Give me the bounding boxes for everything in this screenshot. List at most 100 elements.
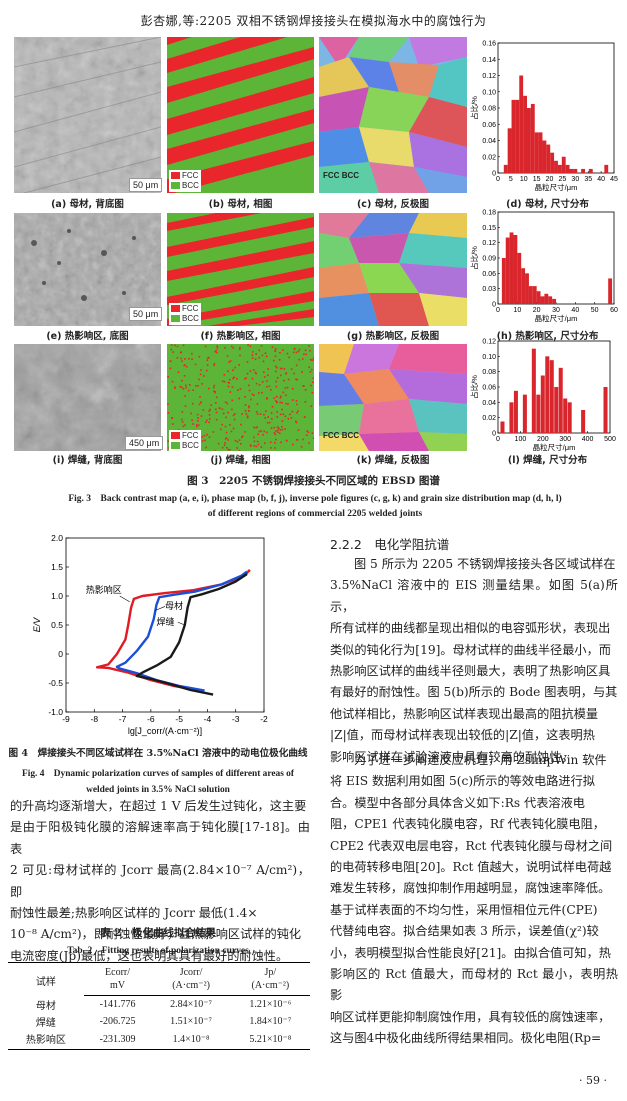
ipf-legend: FCC BCC bbox=[323, 171, 360, 180]
series-label-haz: 热影响区 bbox=[86, 584, 122, 595]
running-head: 彭杏娜,等:2205 双相不锈钢焊接接头在模拟海水中的腐蚀行为 bbox=[140, 14, 487, 28]
x-tick-label: -7 bbox=[119, 714, 127, 724]
bar bbox=[521, 268, 526, 304]
bar bbox=[509, 232, 514, 304]
y-tick-label: 0.18 bbox=[482, 210, 496, 217]
x-tick-label: 20 bbox=[533, 307, 541, 314]
x-tick-label: 50 bbox=[591, 307, 599, 314]
bar bbox=[532, 286, 537, 304]
section-heading: 2.2.2 电化学阻抗谱 bbox=[330, 537, 450, 552]
panel-caption-d: (d) 母材, 尺寸分布 bbox=[506, 199, 589, 210]
y-tick-label: 0.08 bbox=[482, 369, 496, 376]
ipf-legend: FCC BCC bbox=[323, 431, 360, 440]
x-tick-label: -2 bbox=[260, 714, 268, 724]
bar bbox=[525, 273, 529, 304]
y-tick-label: 0.06 bbox=[482, 385, 496, 392]
x-tick-label: -6 bbox=[147, 714, 155, 724]
x-axis-label: 晶粒尺寸/μm bbox=[535, 182, 578, 192]
y-tick-label: 1.0 bbox=[51, 591, 63, 601]
y-tick-label: -1.0 bbox=[48, 707, 63, 717]
bar bbox=[608, 278, 613, 304]
bar bbox=[513, 390, 518, 433]
col-header-jp: Jp/ bbox=[264, 967, 277, 978]
bar bbox=[569, 168, 574, 173]
bar bbox=[513, 235, 518, 304]
bar bbox=[519, 75, 524, 173]
y-tick-label: 0.12 bbox=[482, 240, 496, 247]
panel-caption-e: (e) 热影响区, 底图 bbox=[46, 331, 129, 342]
bar bbox=[558, 367, 563, 433]
bar bbox=[531, 348, 536, 433]
bar bbox=[542, 140, 547, 173]
x-tick-label: 10 bbox=[520, 176, 528, 183]
y-tick-label: 0 bbox=[492, 171, 496, 178]
phase-legend: FCC BCC bbox=[169, 170, 201, 192]
series-line bbox=[95, 569, 251, 692]
bar bbox=[581, 168, 585, 173]
bar bbox=[563, 398, 568, 433]
x-tick-label: 20 bbox=[546, 176, 554, 183]
y-tick-label: 1.5 bbox=[51, 562, 63, 572]
x-tick-label: 30 bbox=[552, 307, 560, 314]
y-tick-label: 0.06 bbox=[482, 271, 496, 278]
bar bbox=[522, 394, 527, 433]
y-tick-label: 0.08 bbox=[482, 106, 496, 113]
y-tick-label: 0.10 bbox=[482, 354, 496, 361]
right-paragraph-2: 为了进一步阐述反应机理，用 ZsimpWin 软件 将 EIS 数据利用如图 5… bbox=[330, 753, 618, 1046]
bar bbox=[588, 168, 593, 173]
figure-3-caption-en: Fig. 3 Back contrast map (a, e, i), phas… bbox=[68, 494, 562, 519]
bar bbox=[550, 152, 555, 173]
x-tick-label: -8 bbox=[91, 714, 99, 724]
bar bbox=[552, 298, 556, 304]
bar bbox=[517, 252, 522, 304]
bar bbox=[554, 387, 559, 433]
x-tick-label: 0 bbox=[496, 176, 500, 183]
bar bbox=[523, 95, 527, 173]
y-tick-label: 0.02 bbox=[482, 154, 496, 161]
panel-caption-j: (j) 焊缝, 相图 bbox=[210, 455, 271, 466]
figure-4-caption-en: Fig. 4 Dynamic polarization curves of sa… bbox=[21, 769, 294, 795]
y-tick-label: 0 bbox=[492, 431, 496, 438]
col-header-ecorr: Ecorr/ bbox=[105, 967, 131, 978]
series-line bbox=[135, 573, 248, 696]
y-tick-label: 0.06 bbox=[482, 122, 496, 129]
bar bbox=[561, 156, 566, 173]
leader-line bbox=[154, 606, 166, 611]
figure-4-caption: 图 4 焊接接头不同区域试样在 3.5%NaCl 溶液中的动电位极化曲线 bbox=[8, 748, 308, 759]
table-row: 热影响区 -231.309 1.4×10⁻⁸ 5.21×10⁻⁸ bbox=[25, 1033, 292, 1046]
x-tick-label: 300 bbox=[559, 436, 571, 443]
bar bbox=[548, 296, 553, 304]
x-tick-label: 35 bbox=[584, 176, 592, 183]
left-paragraph: 的升高均逐渐增大，在超过 1 V 后发生过钝化，这主要 是由于阳极钝化膜的溶解速… bbox=[10, 799, 310, 963]
y-tick-label: 0.02 bbox=[482, 415, 496, 422]
phase-map-haz bbox=[167, 213, 314, 326]
x-axis-label: 晶粒尺寸/μm bbox=[533, 442, 576, 452]
col-header-jcorr: Jcorr/ bbox=[179, 967, 203, 978]
series-label-base: 母材 bbox=[165, 600, 183, 611]
bar bbox=[528, 286, 533, 304]
bar bbox=[511, 99, 516, 173]
x-tick-label: -3 bbox=[232, 714, 240, 724]
ipf-map-haz bbox=[319, 213, 467, 326]
y-axis-label: 占比/% bbox=[469, 246, 479, 270]
bse-image-base bbox=[14, 37, 161, 193]
polarization-chart: -1.0 -0.5 0 0.5 1.0 1.5 2.0 -9 -8 -7 -6 -5 -4 -3 -2 lg[… bbox=[32, 533, 268, 736]
figure-3-caption: 图 3 2205 不锈钢焊接接头不同区域的 EBSD 图谱 bbox=[187, 475, 440, 487]
fitting-results-table: 试样 Ecorr/ Jcorr/ Jp/ mV (A·cm⁻²) (A·cm⁻²… bbox=[8, 962, 310, 1050]
grain-size-chart-weld: 0 0.02 0.04 0.06 0.08 0.10 0.12 0 100 200 300 400 50… bbox=[469, 339, 616, 453]
bar bbox=[530, 103, 535, 173]
series-line bbox=[115, 570, 248, 692]
x-tick-label: 25 bbox=[559, 176, 567, 183]
col-unit-jp: (A·cm⁻²) bbox=[230, 979, 310, 996]
panel-caption-f: (f) 热影响区, 相图 bbox=[200, 331, 281, 342]
y-tick-label: 2.0 bbox=[51, 533, 63, 543]
table-row: 母材 -141.776 2.84×10⁻⁷ 1.21×10⁻⁶ bbox=[35, 998, 292, 1012]
x-tick-label: 0 bbox=[496, 307, 500, 314]
y-tick-label: 0.12 bbox=[482, 73, 496, 80]
ipf-map-base bbox=[319, 37, 467, 193]
x-tick-label: 60 bbox=[610, 307, 618, 314]
series-label-weld: 焊缝 bbox=[157, 616, 175, 627]
bar bbox=[540, 375, 545, 433]
phase-legend: FCC BCC bbox=[169, 430, 201, 452]
bar bbox=[505, 237, 510, 304]
